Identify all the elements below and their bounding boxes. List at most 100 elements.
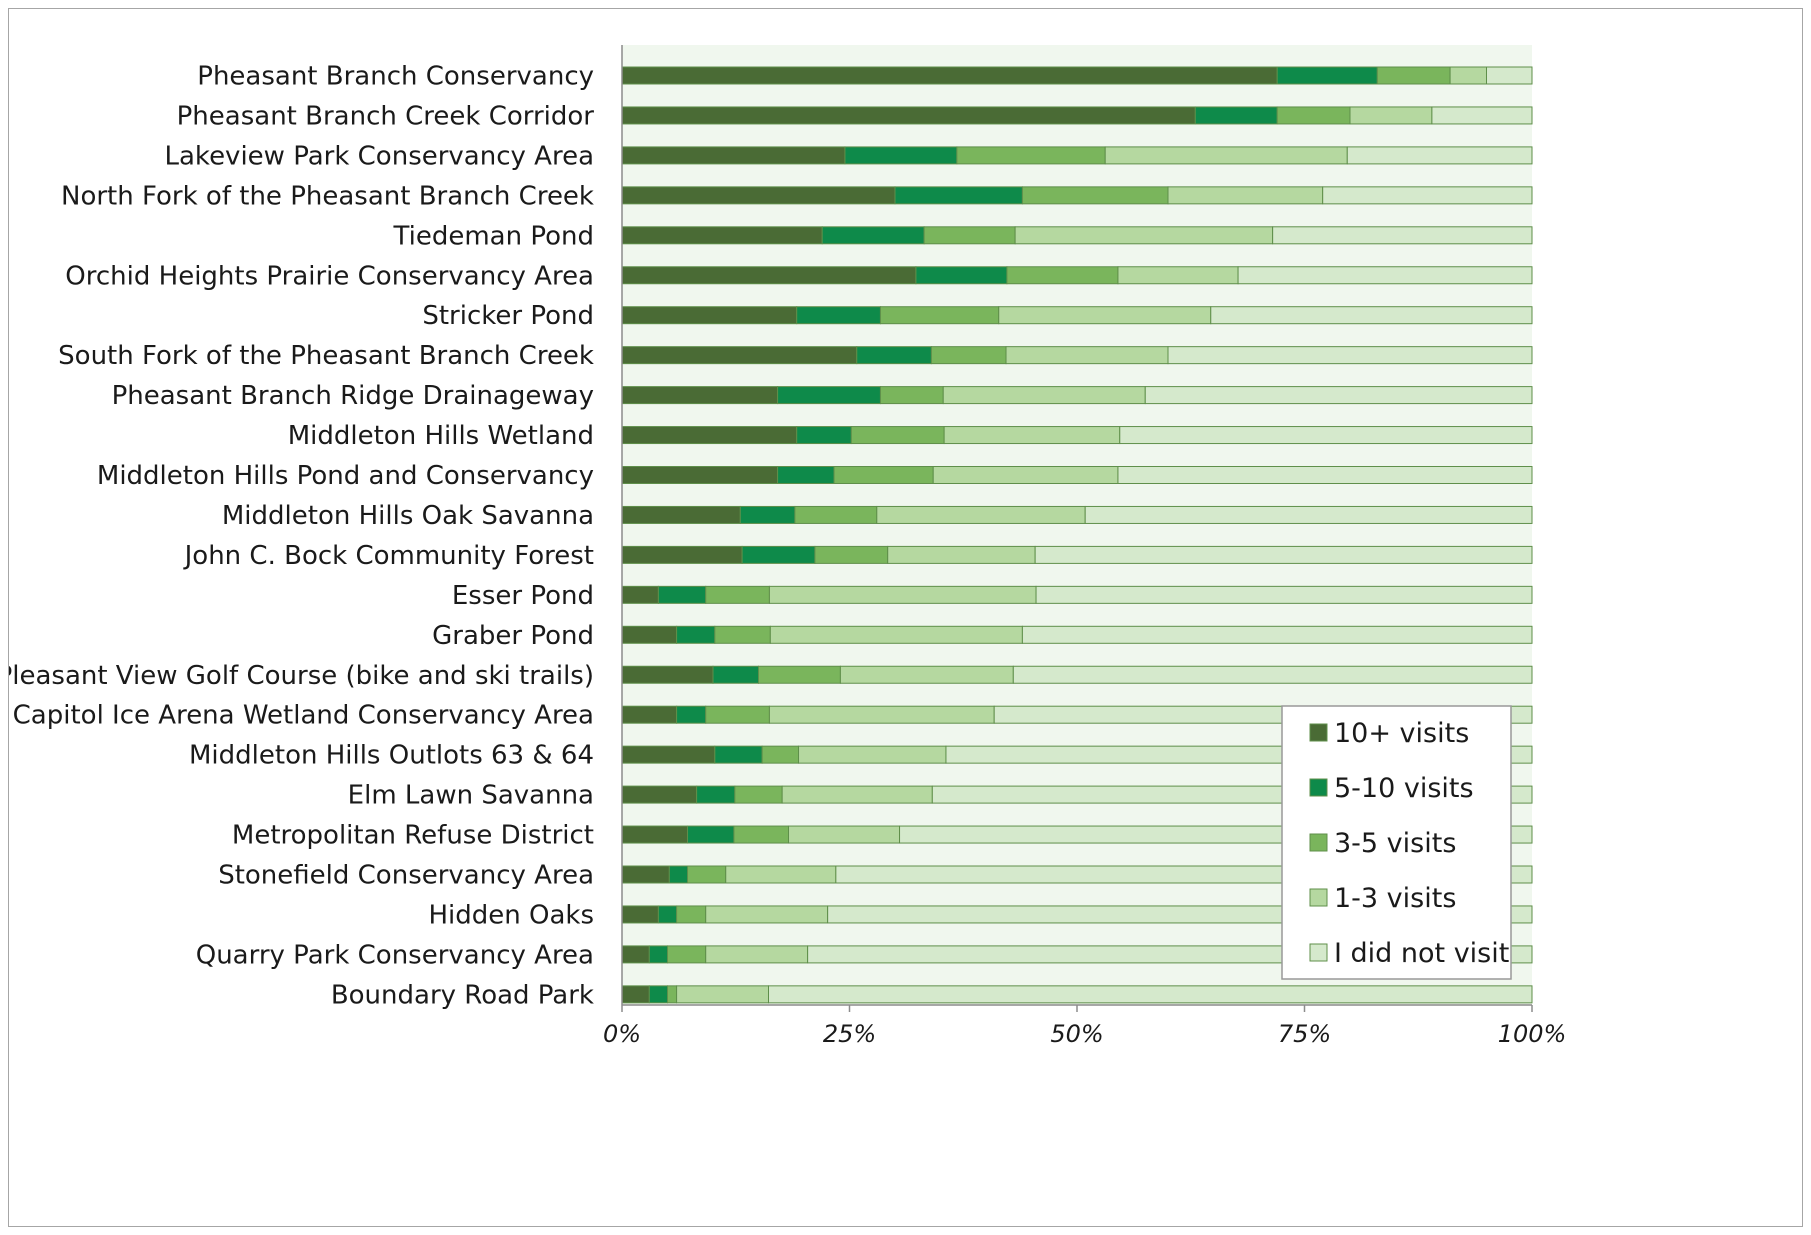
- bar-tiedeman-pond-5-10-visits: [821, 226, 925, 245]
- bar-john-c-bock-community-forest-i-did-not-visit: [1034, 545, 1533, 564]
- bar-hidden-oaks-10-visits: [621, 905, 659, 924]
- bar-esser-pond-3-5-visits: [705, 585, 770, 604]
- bar-tiedeman-pond-3-5-visits: [923, 226, 1016, 245]
- category-label: Middleton Hills Wetland: [288, 421, 594, 451]
- bar-middleton-hills-outlots-63-64-10-visits: [621, 745, 716, 764]
- chart-frame: 0% 25% 50% 75% 100% Pheasant Branch Conserva…: [8, 8, 1803, 1227]
- bar-middleton-hills-wetland-i-did-not-visit: [1119, 426, 1533, 445]
- legend: 10+ visits 5-10 visits 3-5 visits 1-3 visit…: [1281, 705, 1512, 980]
- x-ticks: 0% 25% 50% 75% 100%: [603, 1005, 1566, 1048]
- bar-middleton-hills-pond-and-conservancy-5-10-visits: [777, 466, 835, 484]
- category-label: John C. Bock Community Forest: [183, 541, 594, 571]
- category-label: Pheasant Branch Conservancy: [197, 62, 594, 92]
- bar-graber-pond-10-visits: [621, 625, 678, 644]
- bar-capitol-ice-arena-wetland-conservancy-area-10-visits: [621, 705, 678, 724]
- bar-stricker-pond-i-did-not-visit: [1210, 306, 1533, 325]
- legend-label-5-10-visits: 5-10 visits: [1334, 773, 1474, 804]
- category-label: Hidden Oaks: [428, 900, 594, 930]
- bar-pheasant-branch-creek-corridor-1-3-visits: [1349, 106, 1433, 125]
- bar-middleton-hills-wetland-3-5-visits: [850, 426, 945, 445]
- bar-pleasant-view-golf-course-bike-and-ski-trails-i-did-not-visit: [1012, 665, 1533, 684]
- bar-pheasant-branch-conservancy-1-3-visits: [1449, 66, 1487, 85]
- bar-pleasant-view-golf-course-bike-and-ski-trails-3-5-visits: [758, 665, 841, 684]
- category-label: Capitol Ice Arena Wetland Conservancy Ar…: [13, 701, 594, 731]
- bar-lakeview-park-conservancy-area-i-did-not-visit: [1346, 146, 1533, 165]
- bar-quarry-park-conservancy-area-1-3-visits: [705, 945, 809, 964]
- bar-pheasant-branch-ridge-drainageway-i-did-not-visit: [1144, 386, 1533, 405]
- category-label: Orchid Heights Prairie Conservancy Area: [65, 261, 594, 291]
- category-label: Boundary Road Park: [331, 980, 594, 1010]
- x-tick-label: 75%: [1278, 1020, 1331, 1048]
- bar-john-c-bock-community-forest-10-visits: [621, 545, 743, 564]
- bar-graber-pond-5-10-visits: [676, 625, 716, 644]
- bars-layer: [621, 66, 1533, 1004]
- x-tick-label: 100%: [1498, 1020, 1567, 1048]
- bar-esser-pond-10-visits: [621, 585, 659, 604]
- bar-middleton-hills-pond-and-conservancy-i-did-not-visit: [1117, 466, 1533, 484]
- bar-middleton-hills-wetland-1-3-visits: [943, 426, 1121, 445]
- bar-hidden-oaks-5-10-visits: [657, 905, 678, 924]
- bar-middleton-hills-oak-savanna-i-did-not-visit: [1084, 505, 1533, 524]
- x-tick-label: 25%: [823, 1020, 876, 1048]
- bar-metropolitan-refuse-district-10-visits: [621, 825, 689, 844]
- bar-pheasant-branch-creek-corridor-i-did-not-visit: [1431, 106, 1533, 125]
- category-label: Middleton Hills Oak Savanna: [222, 501, 594, 531]
- legend-swatch-5-10-visits: [1309, 778, 1328, 797]
- bar-pheasant-branch-ridge-drainageway-5-10-visits: [777, 386, 881, 405]
- bar-tiedeman-pond-10-visits: [621, 226, 823, 245]
- bar-graber-pond-3-5-visits: [714, 625, 771, 644]
- bar-boundary-road-park-5-10-visits: [648, 985, 668, 1004]
- bar-john-c-bock-community-forest-1-3-visits: [887, 545, 1036, 564]
- category-label: Middleton Hills Outlots 63 & 64: [189, 741, 594, 771]
- legend-label-10-visits: 10+ visits: [1334, 718, 1469, 749]
- bar-pheasant-branch-ridge-drainageway-1-3-visits: [942, 386, 1146, 405]
- bar-lakeview-park-conservancy-area-5-10-visits: [844, 146, 958, 165]
- bar-elm-lawn-savanna-10-visits: [621, 785, 698, 804]
- bar-middleton-hills-outlots-63-64-3-5-visits: [761, 745, 800, 764]
- bar-tiedeman-pond-i-did-not-visit: [1272, 226, 1533, 245]
- bar-lakeview-park-conservancy-area-3-5-visits: [956, 146, 1106, 165]
- legend-label-1-3-visits: 1-3 visits: [1334, 883, 1456, 914]
- legend-label-i-did-not-visit: I did not visit: [1334, 938, 1509, 969]
- bar-tiedeman-pond-1-3-visits: [1014, 226, 1274, 245]
- bar-orchid-heights-prairie-conservancy-area-5-10-visits: [915, 266, 1008, 285]
- bar-john-c-bock-community-forest-3-5-visits: [814, 545, 889, 564]
- bar-quarry-park-conservancy-area-5-10-visits: [648, 945, 668, 964]
- bar-pheasant-branch-conservancy-i-did-not-visit: [1486, 66, 1533, 85]
- legend-swatch-10-visits: [1309, 723, 1328, 742]
- bar-middleton-hills-oak-savanna-1-3-visits: [876, 505, 1086, 524]
- bar-pheasant-branch-conservancy-3-5-visits: [1376, 66, 1451, 85]
- bar-middleton-hills-oak-savanna-3-5-visits: [794, 505, 878, 524]
- legend-swatch-3-5-visits: [1309, 833, 1328, 852]
- bar-stricker-pond-3-5-visits: [879, 306, 1000, 325]
- legend-swatch-1-3-visits: [1309, 888, 1328, 907]
- bar-stricker-pond-5-10-visits: [796, 306, 881, 325]
- bar-south-fork-of-the-pheasant-branch-creek-3-5-visits: [930, 346, 1007, 365]
- bar-esser-pond-1-3-visits: [768, 585, 1037, 604]
- category-label: Stonefield Conservancy Area: [218, 861, 594, 891]
- bar-boundary-road-park-1-3-visits: [676, 985, 770, 1004]
- bar-north-fork-of-the-pheasant-branch-creek-i-did-not-visit: [1322, 186, 1533, 205]
- bar-capitol-ice-arena-wetland-conservancy-area-1-3-visits: [768, 705, 995, 724]
- bar-stonefield-conservancy-area-5-10-visits: [668, 865, 689, 884]
- x-tick-label: 50%: [1050, 1020, 1103, 1048]
- category-label: Elm Lawn Savanna: [348, 781, 594, 811]
- bar-middleton-hills-oak-savanna-10-visits: [621, 505, 741, 524]
- bar-south-fork-of-the-pheasant-branch-creek-i-did-not-visit: [1167, 346, 1533, 365]
- bar-esser-pond-i-did-not-visit: [1035, 585, 1533, 604]
- bar-pheasant-branch-conservancy-10-visits: [621, 66, 1278, 85]
- bar-elm-lawn-savanna-3-5-visits: [734, 785, 783, 804]
- bar-metropolitan-refuse-district-1-3-visits: [788, 825, 901, 844]
- bar-metropolitan-refuse-district-5-10-visits: [687, 825, 735, 844]
- bar-middleton-hills-outlots-63-64-1-3-visits: [798, 745, 947, 764]
- stacked-bar-chart: 0% 25% 50% 75% 100% Pheasant Branch Conserva…: [9, 45, 1566, 1048]
- bar-elm-lawn-savanna-1-3-visits: [781, 785, 933, 804]
- bar-stonefield-conservancy-area-10-visits: [621, 865, 670, 884]
- bar-pleasant-view-golf-course-bike-and-ski-trails-5-10-visits: [712, 665, 759, 684]
- category-label: Pleasant View Golf Course (bike and ski …: [9, 661, 594, 691]
- category-label: Pheasant Branch Ridge Drainageway: [112, 381, 594, 411]
- bar-boundary-road-park-i-did-not-visit: [768, 985, 1533, 1004]
- bar-orchid-heights-prairie-conservancy-area-3-5-visits: [1006, 266, 1119, 285]
- bar-middleton-hills-outlots-63-64-5-10-visits: [714, 745, 763, 764]
- bar-quarry-park-conservancy-area-10-visits: [621, 945, 650, 964]
